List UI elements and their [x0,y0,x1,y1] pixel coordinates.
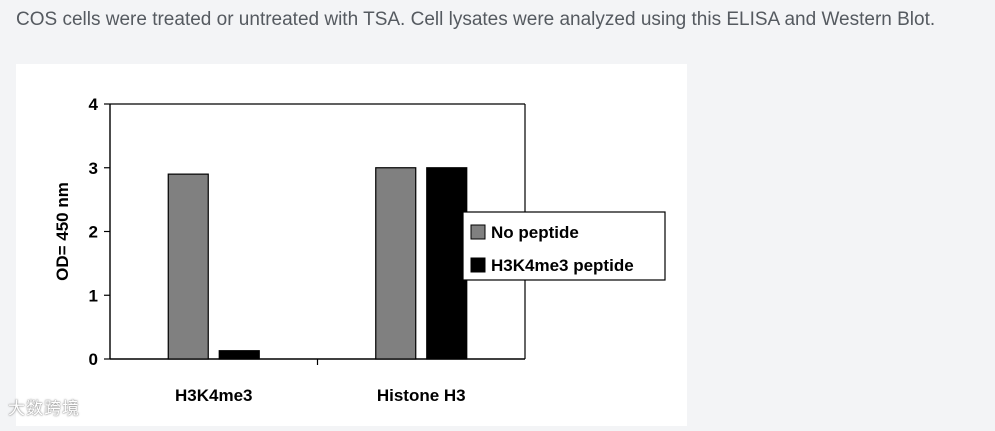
caption-text: COS cells were treated or untreated with… [16,9,936,30]
bar-0-0 [167,173,209,360]
bar-chart: 0 1 2 3 4 OD= 450 nm H3K4me3 Histone H3 No pepti… [53,95,666,405]
legend-swatch [470,257,486,273]
legend-label: H3K4me3 peptide [491,256,634,275]
y-tick-label: 3 [89,159,98,178]
x-category-label: H3K4me3 [175,386,253,405]
legend-box [462,211,666,281]
watermark-logo: 大数跨境 [8,399,80,419]
legend-label: No peptide [491,223,579,242]
y-axis-title: OD= 450 nm [53,182,72,281]
y-tick-label: 1 [89,286,98,305]
legend-swatch [470,224,486,240]
y-tick-label: 0 [89,350,98,369]
y-tick-label: 2 [89,223,98,242]
y-tick-label: 4 [89,95,99,114]
x-category-label: Histone H3 [377,386,466,405]
bar-1-1 [426,167,468,360]
chart-image: 0 1 2 3 4 OD= 450 nm H3K4me3 Histone H3 No pepti… [16,64,687,426]
bar-1-0 [218,350,260,360]
bar-0-1 [375,167,417,360]
